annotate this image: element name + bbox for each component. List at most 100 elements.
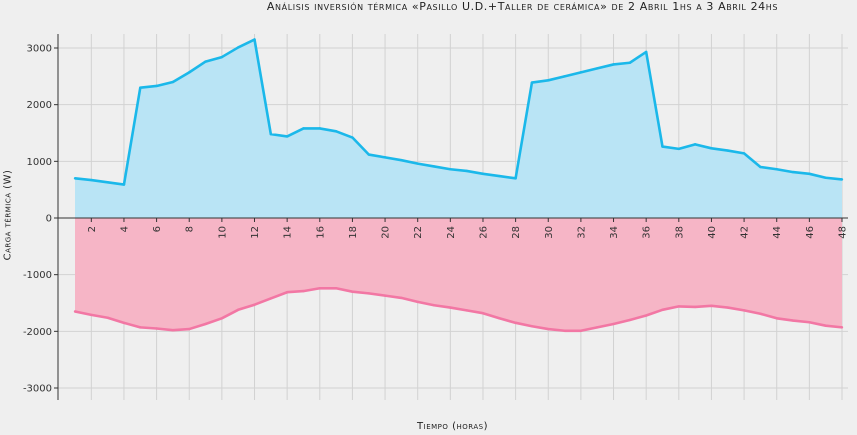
x-tick-label: 18 bbox=[348, 226, 359, 239]
data-point bbox=[530, 81, 534, 84]
data-point bbox=[106, 181, 109, 184]
data-point bbox=[547, 327, 550, 331]
x-tick-label: 48 bbox=[838, 226, 849, 239]
x-tick-label: 42 bbox=[740, 226, 751, 239]
x-axis-label: Tiempo (horas) bbox=[417, 421, 488, 432]
data-point bbox=[759, 165, 762, 169]
data-point bbox=[334, 130, 338, 133]
data-point bbox=[677, 305, 681, 308]
data-point bbox=[693, 305, 697, 309]
x-tick-label: 44 bbox=[772, 226, 783, 239]
data-point bbox=[383, 156, 387, 159]
x-tick-label: 20 bbox=[381, 226, 392, 239]
data-point bbox=[253, 38, 256, 41]
data-point bbox=[514, 177, 517, 180]
data-point bbox=[498, 317, 501, 320]
data-point bbox=[808, 172, 811, 175]
data-point bbox=[155, 327, 158, 330]
x-tick-label: 28 bbox=[511, 226, 522, 239]
data-point bbox=[742, 309, 746, 312]
data-point bbox=[775, 168, 778, 171]
data-point bbox=[465, 309, 468, 312]
data-point bbox=[269, 132, 273, 136]
data-point bbox=[481, 172, 485, 175]
x-tick-label: 8 bbox=[185, 226, 196, 232]
y-tick-label: -2000 bbox=[23, 327, 52, 338]
data-point bbox=[367, 153, 370, 156]
x-tick-label: 46 bbox=[805, 226, 816, 239]
x-tick-label: 32 bbox=[576, 226, 587, 239]
data-point bbox=[155, 84, 158, 88]
data-point bbox=[351, 136, 354, 139]
data-point bbox=[661, 308, 664, 311]
data-point bbox=[318, 127, 321, 130]
data-point bbox=[139, 86, 142, 89]
data-point bbox=[318, 287, 321, 290]
data-point bbox=[612, 322, 615, 326]
data-point bbox=[530, 325, 534, 328]
series-area-2 bbox=[75, 218, 842, 331]
y-tick-label: 0 bbox=[46, 214, 52, 225]
data-point bbox=[204, 322, 207, 326]
data-point bbox=[726, 149, 729, 152]
x-tick-label: 24 bbox=[446, 226, 457, 239]
data-point bbox=[677, 147, 681, 151]
data-point bbox=[824, 176, 827, 179]
x-tick-label: 14 bbox=[283, 226, 294, 239]
data-point bbox=[710, 147, 713, 150]
data-point bbox=[791, 319, 795, 322]
data-point bbox=[220, 55, 224, 59]
data-point bbox=[171, 80, 175, 84]
data-point bbox=[710, 304, 713, 308]
data-point bbox=[383, 294, 387, 297]
data-point bbox=[220, 317, 224, 320]
data-point bbox=[90, 313, 93, 317]
data-point bbox=[808, 321, 811, 324]
data-point bbox=[351, 290, 354, 293]
data-point bbox=[824, 324, 827, 327]
series-areas bbox=[75, 39, 842, 331]
data-point bbox=[416, 162, 419, 165]
data-point bbox=[400, 159, 403, 162]
data-point bbox=[139, 326, 142, 329]
x-tick-label: 36 bbox=[642, 226, 653, 239]
x-tick-label: 22 bbox=[413, 226, 424, 239]
data-point bbox=[644, 314, 648, 317]
data-point bbox=[449, 306, 452, 309]
data-point bbox=[481, 312, 485, 315]
data-point bbox=[726, 306, 729, 309]
x-tick-label: 16 bbox=[315, 226, 326, 239]
data-point bbox=[432, 304, 436, 307]
data-point bbox=[596, 67, 599, 70]
y-tick-label: 2000 bbox=[27, 100, 52, 111]
data-point bbox=[579, 71, 583, 74]
data-point bbox=[775, 317, 778, 320]
data-point bbox=[449, 168, 452, 171]
data-point bbox=[253, 303, 256, 306]
data-point bbox=[269, 297, 273, 300]
data-point bbox=[188, 327, 191, 331]
x-tick-label: 12 bbox=[250, 226, 261, 239]
data-point bbox=[596, 326, 599, 329]
data-point bbox=[400, 296, 403, 300]
data-point bbox=[547, 79, 550, 82]
x-tick-label: 30 bbox=[544, 226, 555, 239]
data-point bbox=[73, 177, 77, 180]
data-point bbox=[661, 145, 664, 148]
data-point bbox=[514, 321, 517, 325]
data-point bbox=[171, 329, 175, 332]
data-point bbox=[236, 46, 240, 49]
series-line-1 bbox=[74, 38, 843, 186]
data-point bbox=[106, 316, 109, 319]
x-tick-label: 26 bbox=[478, 226, 489, 239]
data-point bbox=[367, 292, 370, 295]
data-point bbox=[432, 165, 436, 168]
data-point bbox=[840, 178, 844, 181]
data-point bbox=[579, 329, 583, 332]
x-tick-label: 40 bbox=[707, 226, 718, 239]
data-point bbox=[840, 326, 844, 329]
data-point bbox=[693, 143, 697, 146]
y-tick-label: 3000 bbox=[27, 44, 52, 55]
